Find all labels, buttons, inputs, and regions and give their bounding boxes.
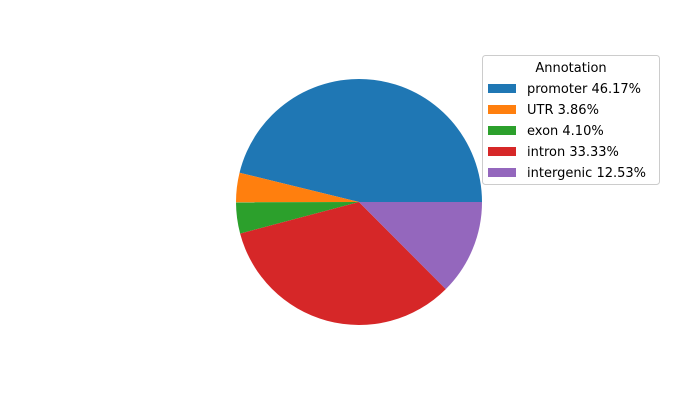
- legend-title: Annotation: [535, 61, 606, 76]
- pie-wedge-intergenic: [359, 202, 482, 290]
- legend-swatch-intron: [488, 147, 516, 156]
- legend-swatch-utr: [488, 105, 516, 114]
- pie-wedge-utr: [236, 172, 359, 203]
- legend-swatch-intergenic: [488, 168, 516, 177]
- pie-wedges: [236, 79, 482, 325]
- legend: Annotation promoter 46.17% UTR 3.86% exon …: [482, 55, 660, 185]
- pie-wedge-intron: [240, 202, 446, 325]
- legend-label-exon: exon 4.10%: [527, 124, 604, 139]
- legend-swatch-exon: [488, 126, 516, 135]
- legend-frame: [482, 55, 660, 185]
- legend-label-promoter: promoter 46.17%: [527, 82, 641, 97]
- legend-label-intron: intron 33.33%: [527, 145, 619, 160]
- legend-label-intergenic: intergenic 12.53%: [527, 166, 646, 181]
- pie-wedge-promoter: [239, 79, 482, 202]
- pie-wedge-exon: [236, 202, 359, 234]
- legend-label-utr: UTR 3.86%: [527, 103, 599, 118]
- legend-swatch-promoter: [488, 84, 516, 93]
